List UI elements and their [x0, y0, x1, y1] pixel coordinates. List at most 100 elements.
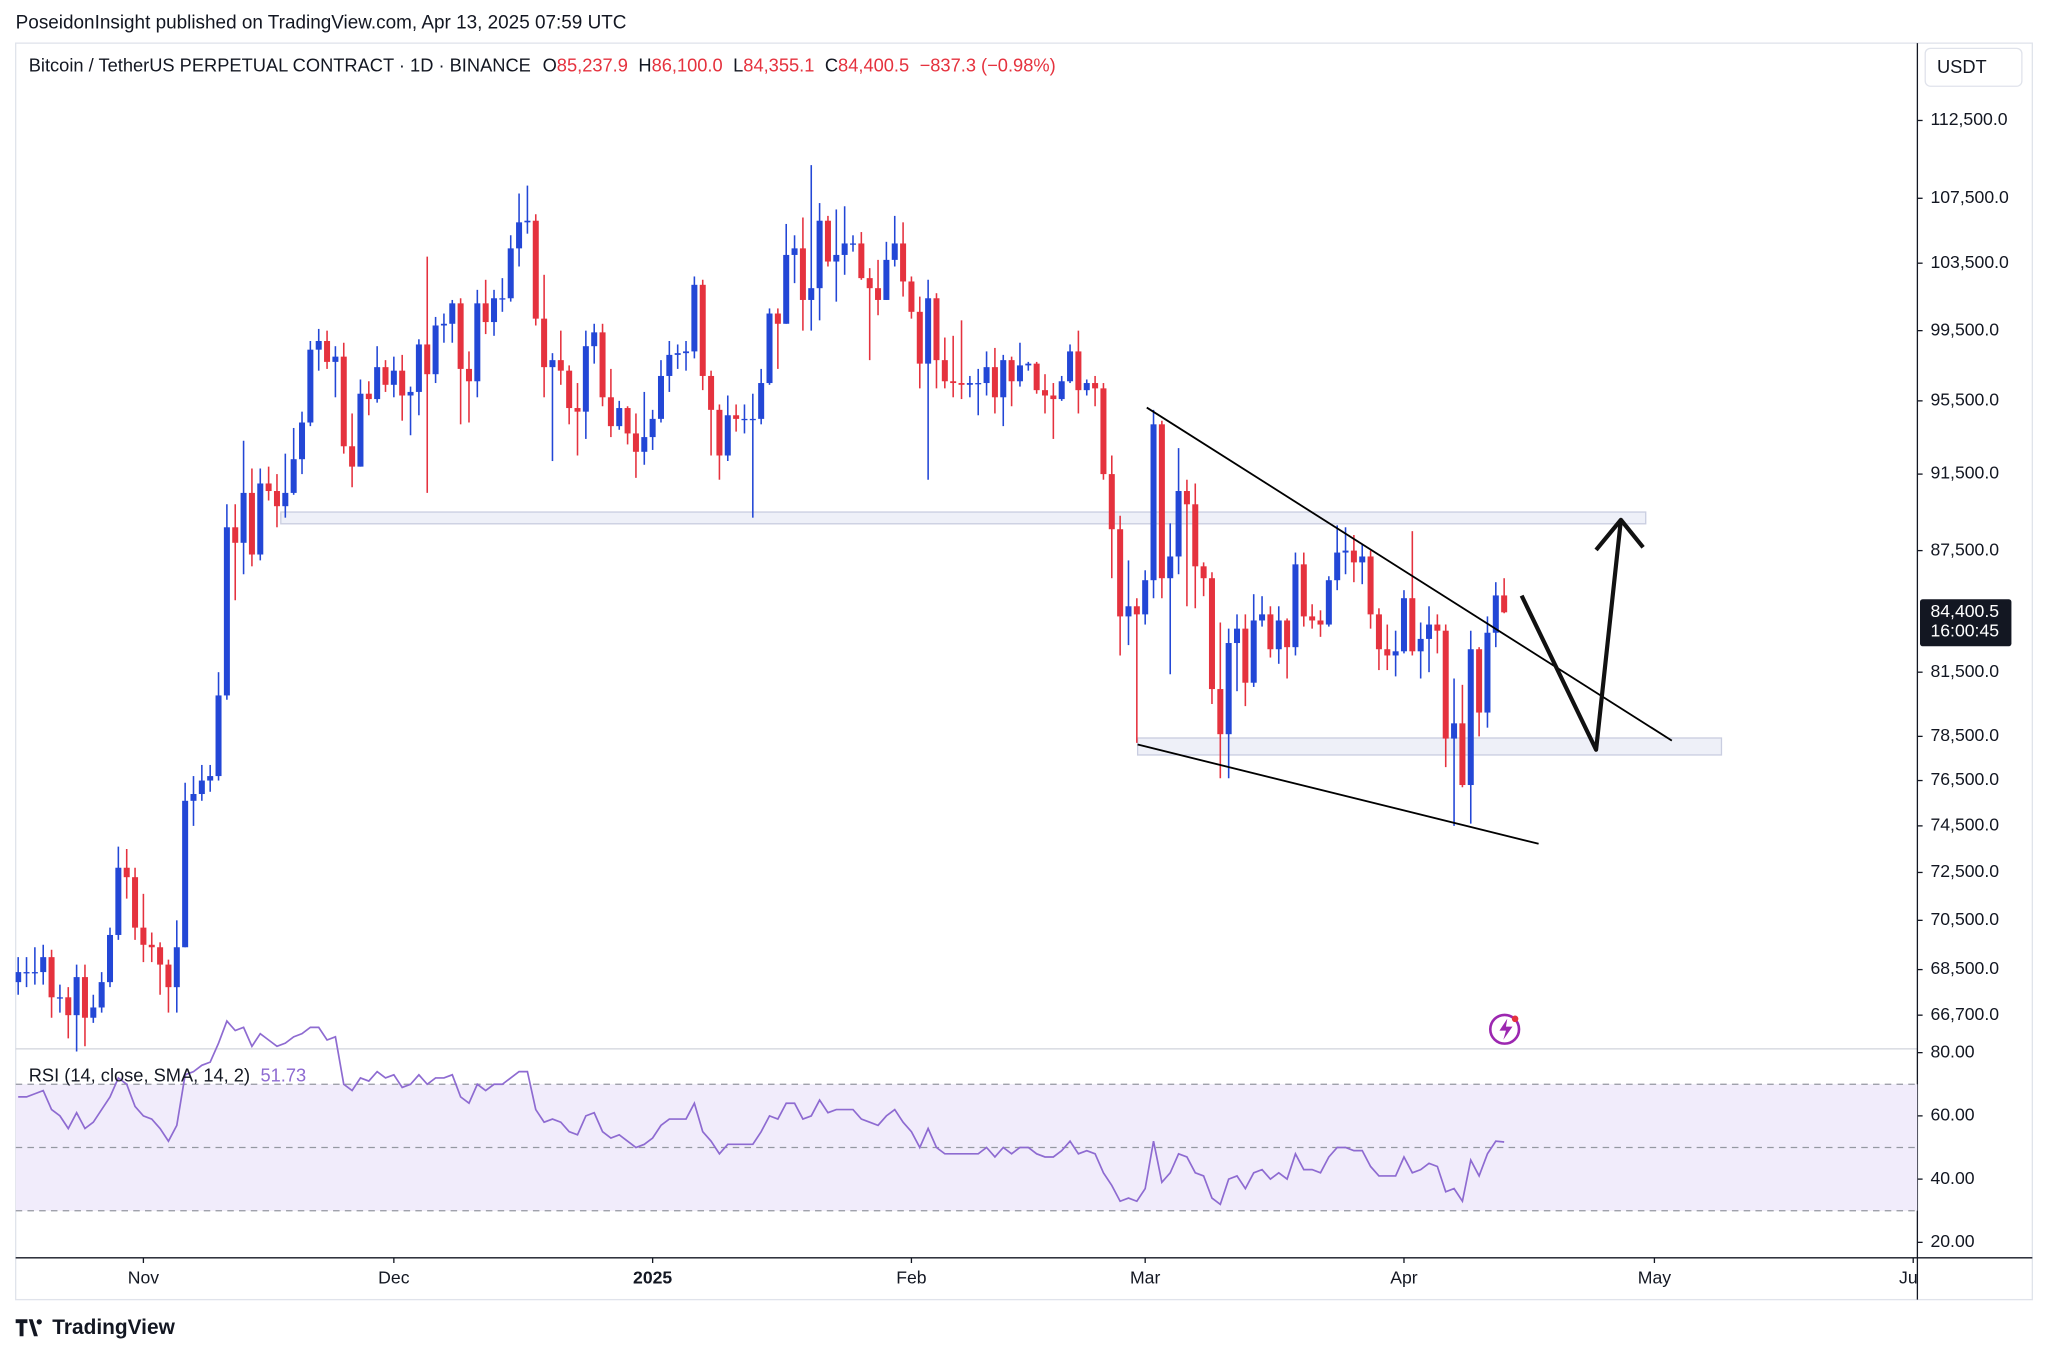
candle-body — [1075, 351, 1082, 391]
x-tick-label: Dec — [378, 1267, 410, 1287]
candle-body — [624, 408, 631, 434]
countdown: 16:00:45 — [1930, 621, 1999, 641]
candle-body — [933, 298, 940, 361]
candle-body — [966, 383, 973, 385]
support-zone — [1136, 737, 1723, 756]
ohlc-value: 84,400.5 — [838, 54, 909, 75]
candle-body — [632, 433, 639, 452]
y-tick-label: 91,500.0 — [1930, 463, 1999, 483]
candle-body — [1050, 395, 1057, 400]
x-tick-label: Mar — [1130, 1267, 1160, 1287]
candle-body — [975, 383, 982, 385]
candle-body — [399, 370, 406, 396]
candle-body — [1426, 624, 1433, 639]
candle-body — [215, 695, 222, 777]
footer-logo — [15, 1319, 42, 1337]
candle-body — [991, 367, 998, 398]
candle-body — [340, 356, 347, 447]
candle-body — [1033, 363, 1040, 391]
candle-body — [148, 944, 155, 948]
candle-body — [465, 368, 472, 382]
candle-body — [115, 867, 122, 935]
candle-body — [1008, 360, 1015, 382]
ohlc-value: 85,237.9 — [557, 54, 628, 75]
candle-body — [282, 492, 289, 507]
candle-body — [449, 303, 456, 324]
candle-body — [1217, 689, 1224, 735]
y-tick-label: 112,500.0 — [1930, 109, 2007, 129]
candle-body — [1108, 474, 1115, 530]
candle-body — [491, 298, 498, 323]
ohlc-value: 86,100.0 — [652, 54, 723, 75]
lower-trendline — [1137, 743, 1539, 845]
y-tick-label: 72,500.0 — [1930, 861, 1999, 881]
candle-body — [265, 483, 272, 492]
candle-body — [532, 220, 539, 319]
ohlc-value: 84,355.1 — [743, 54, 814, 75]
currency-box[interactable] — [1924, 47, 2023, 87]
candle-body — [950, 381, 957, 384]
candle-body — [566, 370, 573, 409]
x-tick-label: Jun — [1899, 1267, 1927, 1287]
y-tick-label: 81,500.0 — [1930, 661, 1999, 681]
axes: 66,700.0 68,500.0 70,500.0 72,500.0 74,500.0… — [128, 109, 2012, 1287]
candle-body — [925, 298, 932, 364]
ohlc-key: O — [543, 54, 557, 75]
candle-body — [733, 415, 740, 419]
currency-label: USDT — [1937, 56, 1987, 77]
candle-body — [1350, 550, 1357, 563]
candle-body — [699, 284, 706, 376]
y-tick-label: 66,700.0 — [1930, 1004, 1999, 1024]
candle-body — [657, 375, 664, 419]
candle-body — [541, 318, 548, 368]
candle-body — [1192, 504, 1199, 567]
candle-body — [424, 344, 431, 375]
candle-body — [691, 284, 698, 352]
candle-body — [524, 220, 531, 223]
candle-body — [415, 344, 422, 392]
candle-body — [1501, 595, 1508, 613]
resistance-zone — [280, 511, 1647, 525]
rsi-value: 51.73 — [260, 1064, 306, 1085]
candle-body — [507, 248, 514, 299]
rsi-title: RSI (14, close, SMA, 14, 2) — [29, 1064, 250, 1085]
candle-body — [1133, 606, 1140, 615]
candle-body — [1434, 624, 1441, 631]
candle-body — [365, 393, 372, 400]
candle-body — [1016, 365, 1023, 382]
candle-body — [1309, 616, 1316, 621]
candle-body — [891, 243, 898, 260]
y-tick-label: 99,500.0 — [1930, 319, 1999, 339]
candle-body — [875, 288, 882, 300]
candle-body — [824, 220, 831, 262]
candle-body — [440, 323, 447, 326]
candle-body — [833, 254, 840, 262]
drawings-under — [280, 511, 1723, 756]
candle-body — [1459, 723, 1466, 786]
event-icon-bolt — [1499, 1018, 1513, 1040]
candle-body — [1259, 614, 1266, 621]
ohlc-key: L — [733, 54, 743, 75]
candle-body — [1334, 552, 1341, 581]
candle-body — [1083, 383, 1090, 391]
candle-body — [1000, 360, 1007, 398]
candle-body — [123, 867, 130, 878]
candle-body — [382, 367, 389, 385]
candle-body — [1275, 620, 1282, 650]
candle-body — [557, 360, 564, 371]
x-tick-label: Apr — [1390, 1267, 1418, 1287]
candle-body — [315, 340, 322, 350]
footer-brand: TradingView — [52, 1316, 175, 1339]
candle-body — [1025, 363, 1032, 366]
candle-body — [1284, 620, 1291, 648]
arrow-head — [1594, 517, 1645, 552]
candle-body — [357, 393, 364, 467]
candle-body — [666, 354, 673, 376]
candle-body — [1384, 649, 1391, 656]
candle-body — [232, 527, 239, 543]
candle-body — [716, 409, 723, 456]
candle-body — [1267, 614, 1274, 650]
candle-body — [1150, 424, 1157, 581]
candle-body — [1484, 632, 1491, 713]
